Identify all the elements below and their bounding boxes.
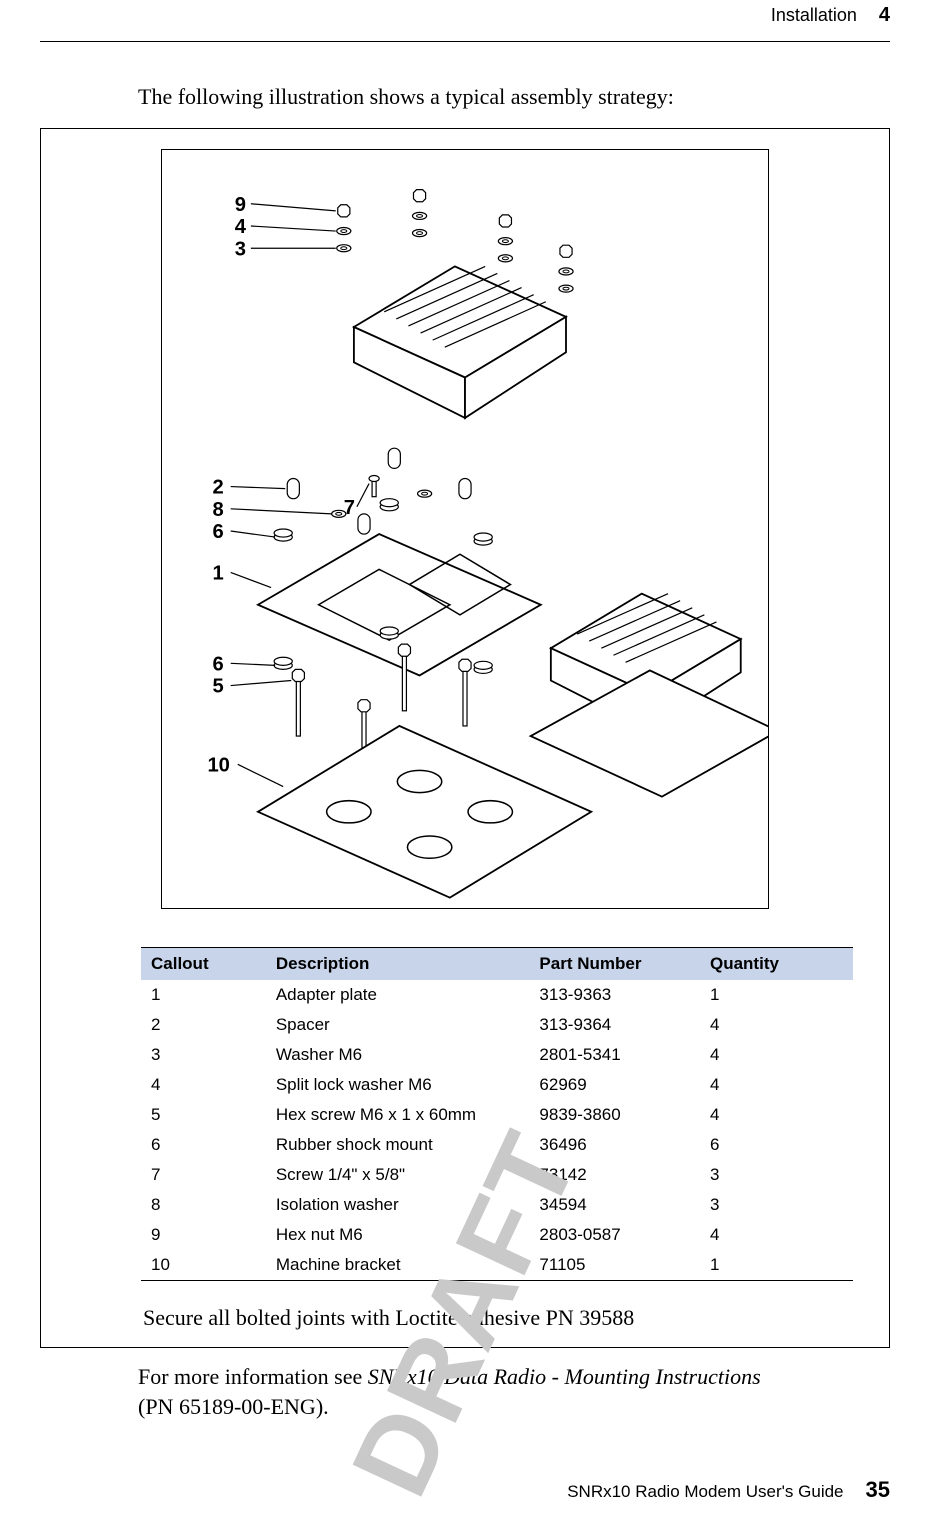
callout-1: 1 bbox=[213, 563, 224, 585]
page-header: Installation 4 bbox=[40, 0, 890, 29]
cell-quantity: 4 bbox=[700, 1070, 853, 1100]
table-row: 7Screw 1/4" x 5/8"731423 bbox=[141, 1160, 853, 1190]
cell-description: Hex nut M6 bbox=[266, 1220, 530, 1250]
cell-part_number: 36496 bbox=[529, 1130, 700, 1160]
table-row: 5Hex screw M6 x 1 x 60mm9839-38604 bbox=[141, 1100, 853, 1130]
callout-5: 5 bbox=[213, 676, 224, 698]
header-section-number: 4 bbox=[879, 4, 890, 27]
header-section-name: Installation bbox=[771, 5, 857, 26]
exploded-view-figure: 9 4 3 2 8 6 1 6 5 10 7 bbox=[161, 149, 769, 909]
cell-callout: 7 bbox=[141, 1160, 266, 1190]
table-row: 3Washer M62801-53414 bbox=[141, 1040, 853, 1070]
cell-quantity: 1 bbox=[700, 1250, 853, 1281]
cell-part_number: 73142 bbox=[529, 1160, 700, 1190]
cell-description: Split lock washer M6 bbox=[266, 1070, 530, 1100]
table-row: 10Machine bracket711051 bbox=[141, 1250, 853, 1281]
callout-6a: 6 bbox=[213, 521, 224, 543]
cell-part_number: 62969 bbox=[529, 1070, 700, 1100]
table-header-row: Callout Description Part Number Quantity bbox=[141, 948, 853, 981]
callout-3: 3 bbox=[235, 238, 246, 260]
cell-callout: 10 bbox=[141, 1250, 266, 1281]
callout-9: 9 bbox=[235, 194, 246, 216]
cell-callout: 1 bbox=[141, 980, 266, 1010]
th-part-number: Part Number bbox=[529, 948, 700, 981]
th-quantity: Quantity bbox=[700, 948, 853, 981]
cell-description: Screw 1/4" x 5/8" bbox=[266, 1160, 530, 1190]
callout-6b: 6 bbox=[213, 653, 224, 675]
cell-description: Spacer bbox=[266, 1010, 530, 1040]
cell-part_number: 2803-0587 bbox=[529, 1220, 700, 1250]
cell-description: Isolation washer bbox=[266, 1190, 530, 1220]
cell-description: Hex screw M6 x 1 x 60mm bbox=[266, 1100, 530, 1130]
loctite-note: Secure all bolted joints with Loctite ad… bbox=[143, 1305, 889, 1331]
cell-quantity: 4 bbox=[700, 1100, 853, 1130]
header-rule bbox=[40, 41, 890, 42]
cell-part_number: 71105 bbox=[529, 1250, 700, 1281]
callout-8: 8 bbox=[213, 499, 224, 521]
cell-quantity: 6 bbox=[700, 1130, 853, 1160]
table-row: 9Hex nut M62803-05874 bbox=[141, 1220, 853, 1250]
cell-quantity: 3 bbox=[700, 1160, 853, 1190]
cell-description: Machine bracket bbox=[266, 1250, 530, 1281]
cell-callout: 4 bbox=[141, 1070, 266, 1100]
cell-callout: 5 bbox=[141, 1100, 266, 1130]
footer-page-number: 35 bbox=[866, 1477, 890, 1503]
assembly-illustration: 9 4 3 2 8 6 1 6 5 10 7 bbox=[162, 150, 768, 908]
cell-quantity: 1 bbox=[700, 980, 853, 1010]
more-info-italic: SNRx10 Data Radio - Mounting Instruction… bbox=[368, 1364, 761, 1389]
figure-and-table-box: 9 4 3 2 8 6 1 6 5 10 7 DRAFT Callout Des… bbox=[40, 128, 890, 1348]
more-info-prefix: For more information see bbox=[138, 1364, 368, 1389]
callout-7: 7 bbox=[344, 497, 355, 519]
cell-part_number: 9839-3860 bbox=[529, 1100, 700, 1130]
callout-10: 10 bbox=[207, 754, 229, 776]
table-row: 1Adapter plate313-93631 bbox=[141, 980, 853, 1010]
footer-guide-name: SNRx10 Radio Modem User's Guide bbox=[567, 1482, 843, 1502]
cell-part_number: 34594 bbox=[529, 1190, 700, 1220]
page-container: Installation 4 The following illustratio… bbox=[0, 0, 930, 1527]
table-row: 2Spacer313-93644 bbox=[141, 1010, 853, 1040]
cell-callout: 8 bbox=[141, 1190, 266, 1220]
intro-text: The following illustration shows a typic… bbox=[138, 84, 890, 110]
more-info-suffix: (PN 65189-00-ENG). bbox=[138, 1394, 329, 1419]
cell-description: Adapter plate bbox=[266, 980, 530, 1010]
cell-part_number: 313-9364 bbox=[529, 1010, 700, 1040]
cell-quantity: 4 bbox=[700, 1220, 853, 1250]
table-row: 4Split lock washer M6629694 bbox=[141, 1070, 853, 1100]
parts-table: Callout Description Part Number Quantity… bbox=[141, 947, 853, 1281]
cell-part_number: 2801-5341 bbox=[529, 1040, 700, 1070]
cell-callout: 2 bbox=[141, 1010, 266, 1040]
cell-description: Rubber shock mount bbox=[266, 1130, 530, 1160]
cell-quantity: 4 bbox=[700, 1010, 853, 1040]
cell-callout: 3 bbox=[141, 1040, 266, 1070]
cell-quantity: 3 bbox=[700, 1190, 853, 1220]
cell-callout: 6 bbox=[141, 1130, 266, 1160]
cell-part_number: 313-9363 bbox=[529, 980, 700, 1010]
cell-callout: 9 bbox=[141, 1220, 266, 1250]
table-row: 6Rubber shock mount364966 bbox=[141, 1130, 853, 1160]
th-description: Description bbox=[266, 948, 530, 981]
callout-4: 4 bbox=[235, 216, 247, 238]
callout-2: 2 bbox=[213, 477, 224, 499]
cell-description: Washer M6 bbox=[266, 1040, 530, 1070]
page-footer: SNRx10 Radio Modem User's Guide 35 bbox=[40, 1477, 890, 1527]
more-info-text: For more information see SNRx10 Data Rad… bbox=[138, 1362, 890, 1421]
cell-quantity: 4 bbox=[700, 1040, 853, 1070]
th-callout: Callout bbox=[141, 948, 266, 981]
table-row: 8Isolation washer345943 bbox=[141, 1190, 853, 1220]
